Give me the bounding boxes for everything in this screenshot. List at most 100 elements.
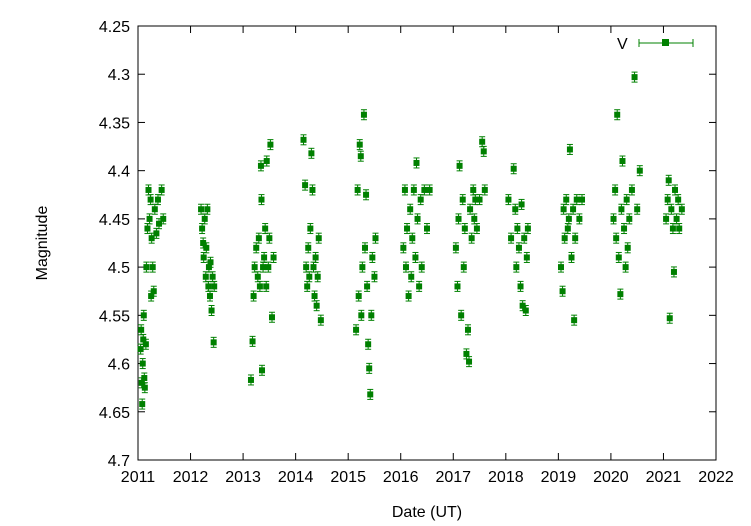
data-point bbox=[622, 264, 629, 271]
y-tick-label: 4.55 bbox=[99, 308, 130, 325]
data-point bbox=[401, 186, 408, 193]
data-point bbox=[203, 244, 210, 251]
data-point bbox=[148, 235, 155, 242]
y-tick-label: 4.45 bbox=[99, 212, 130, 229]
data-point bbox=[147, 196, 154, 203]
data-point bbox=[459, 196, 466, 203]
x-tick-label: 2022 bbox=[698, 469, 734, 486]
data-point bbox=[666, 315, 673, 322]
data-point bbox=[355, 293, 362, 300]
data-point bbox=[612, 186, 619, 193]
data-point bbox=[408, 273, 415, 280]
data-point bbox=[265, 264, 272, 271]
data-point bbox=[476, 196, 483, 203]
data-point bbox=[402, 264, 409, 271]
data-points bbox=[137, 71, 685, 410]
data-point bbox=[262, 225, 269, 232]
data-point bbox=[209, 273, 216, 280]
data-point bbox=[461, 225, 468, 232]
data-point bbox=[623, 196, 630, 203]
data-point bbox=[137, 346, 144, 353]
data-point bbox=[617, 291, 624, 298]
data-point bbox=[470, 186, 477, 193]
x-tick-label: 2017 bbox=[435, 469, 471, 486]
data-point bbox=[314, 273, 321, 280]
data-point bbox=[614, 111, 621, 118]
data-point bbox=[356, 141, 363, 148]
data-point bbox=[564, 225, 571, 232]
data-point bbox=[200, 254, 207, 261]
data-point bbox=[261, 254, 268, 261]
data-point bbox=[260, 264, 267, 271]
data-point bbox=[263, 158, 270, 165]
y-tick-label: 4.6 bbox=[108, 357, 130, 374]
data-point bbox=[518, 201, 525, 208]
x-tick-label: 2015 bbox=[330, 469, 366, 486]
legend-label-v: V bbox=[617, 36, 628, 53]
data-point bbox=[204, 206, 211, 213]
data-point bbox=[464, 326, 471, 333]
data-point bbox=[310, 264, 317, 271]
data-point bbox=[358, 312, 365, 319]
legend-marker bbox=[662, 39, 669, 46]
data-point bbox=[568, 254, 575, 261]
data-point bbox=[417, 196, 424, 203]
data-point bbox=[253, 244, 260, 251]
data-point bbox=[407, 206, 414, 213]
data-point bbox=[523, 254, 530, 261]
data-point bbox=[145, 186, 152, 193]
data-point bbox=[354, 186, 361, 193]
data-point bbox=[480, 148, 487, 155]
data-point bbox=[270, 254, 277, 261]
data-point bbox=[149, 264, 156, 271]
data-point bbox=[412, 254, 419, 261]
data-point bbox=[372, 235, 379, 242]
data-point bbox=[512, 206, 519, 213]
data-point bbox=[460, 264, 467, 271]
data-point bbox=[571, 317, 578, 324]
data-point bbox=[618, 206, 625, 213]
data-point bbox=[424, 225, 430, 232]
data-point bbox=[467, 206, 474, 213]
data-point bbox=[141, 384, 148, 391]
data-point bbox=[410, 186, 417, 193]
data-point bbox=[508, 235, 515, 242]
data-point bbox=[139, 360, 146, 367]
data-point bbox=[311, 293, 318, 300]
data-point bbox=[458, 312, 465, 319]
data-point bbox=[675, 196, 682, 203]
data-point bbox=[463, 350, 470, 357]
data-point bbox=[250, 293, 257, 300]
x-tick-label: 2019 bbox=[541, 469, 577, 486]
data-point bbox=[628, 186, 635, 193]
data-point bbox=[634, 206, 641, 213]
data-point bbox=[205, 283, 212, 290]
data-point bbox=[613, 235, 620, 242]
data-point bbox=[263, 283, 270, 290]
data-point bbox=[561, 235, 568, 242]
data-point bbox=[426, 186, 433, 193]
data-point bbox=[353, 326, 360, 333]
x-tick-label: 2012 bbox=[173, 469, 209, 486]
data-point bbox=[249, 338, 256, 345]
data-point bbox=[206, 293, 213, 300]
data-point bbox=[201, 215, 208, 222]
data-point bbox=[139, 401, 146, 408]
data-point bbox=[357, 153, 364, 160]
data-point bbox=[141, 375, 148, 382]
data-point bbox=[251, 264, 258, 271]
data-point bbox=[371, 273, 378, 280]
data-point bbox=[313, 302, 320, 309]
data-point bbox=[610, 215, 617, 222]
data-point bbox=[663, 215, 670, 222]
data-point bbox=[678, 206, 685, 213]
data-point bbox=[256, 283, 263, 290]
data-point bbox=[621, 225, 628, 232]
data-point bbox=[514, 225, 521, 232]
data-point bbox=[153, 230, 160, 237]
data-point bbox=[572, 235, 579, 242]
data-point bbox=[676, 225, 683, 232]
y-tick-label: 4.7 bbox=[108, 453, 130, 470]
data-point bbox=[158, 186, 165, 193]
